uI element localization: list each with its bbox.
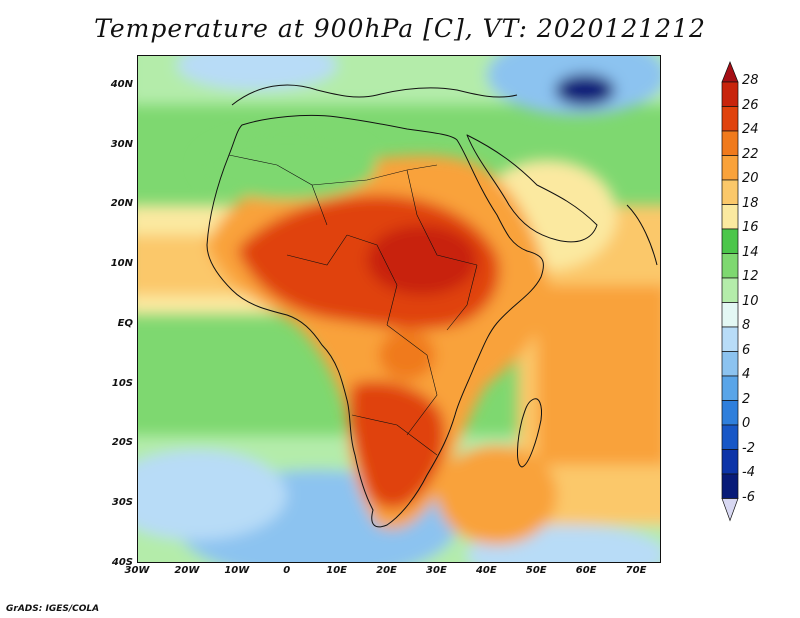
colorbar-swatch [721, 449, 739, 475]
arabian-peninsula-coastline [466, 134, 598, 243]
lat-tick-label: 10S [111, 377, 133, 389]
madagascar-coastline [517, 398, 542, 468]
colorbar-tick-label: 2 [742, 391, 751, 407]
colorbar-tick-label: 10 [742, 293, 759, 309]
lon-tick-label: 0 [283, 565, 291, 576]
central-africa-border [346, 234, 398, 326]
southern-africa-hot-core [350, 381, 446, 509]
lon-tick-label: 60E [575, 565, 597, 576]
lat-tick-label: 20S [111, 437, 133, 449]
colorbar-tick-label: 16 [742, 220, 759, 235]
coastlines [206, 84, 658, 528]
lat-tick-label: 40S [111, 557, 133, 568]
colorbar-swatch [721, 179, 739, 205]
lon-tick-label: 30W [124, 565, 150, 576]
africa-coastline [206, 114, 544, 528]
colorbar-tick-label: 20 [742, 171, 759, 186]
colorbar-swatch [721, 228, 739, 254]
central-asia-cold-core [555, 74, 615, 106]
map-title: Temperature at 900hPa [C], VT: 202012121… [94, 14, 706, 43]
lon-tick-label: 20W [174, 565, 200, 576]
lon-tick-label: 20E [376, 565, 397, 576]
colorbar-tick-label: 8 [742, 318, 751, 333]
country-borders [228, 154, 478, 456]
colorbar-tick-label: 14 [742, 244, 759, 260]
colorbar-tick-label: 0 [742, 416, 751, 431]
lat-tick-label: 30N [110, 138, 133, 150]
colorbar-tick-label: 4 [742, 367, 751, 382]
colorbar-swatch [721, 253, 739, 279]
southern-africa-border [386, 324, 438, 436]
colorbar-swatch [721, 375, 739, 401]
north-africa-border [311, 164, 438, 186]
colorbar [721, 61, 739, 522]
colorbar-swatch [721, 277, 739, 303]
colorbar-swatch [721, 81, 739, 107]
colorbar-swatch [721, 155, 739, 181]
colorbar-top-arrow [721, 61, 739, 83]
colorbar-tick-label: -2 [742, 440, 755, 456]
lat-tick-label: 30S [111, 497, 133, 509]
map-border [137, 55, 661, 563]
east-africa-border [406, 169, 478, 266]
map-panel [137, 55, 661, 563]
colorbar-bottom-arrow [721, 498, 739, 522]
europe-coastline [231, 84, 518, 106]
colorbar-tick-label: 24 [742, 122, 759, 137]
colorbar-tick-label: 6 [742, 342, 751, 358]
colorbar-tick-label: 18 [742, 195, 759, 211]
grads-credit: GrADS: IGES/COLA [6, 604, 100, 614]
colorbar-swatch [721, 400, 739, 426]
sahel-hot-core [367, 225, 477, 295]
mozambique-channel-warm-pool [437, 445, 557, 545]
lon-tick-label: 70E [625, 565, 647, 576]
east-african-highlands-cooler-area [479, 305, 515, 345]
colorbar-tick-label: -6 [742, 489, 755, 505]
sahara-cooler-area [197, 130, 377, 200]
europe-cool-patch [177, 55, 337, 90]
colorbar-tick-label: 26 [742, 97, 759, 113]
lon-tick-label: 30E [426, 565, 447, 576]
lat-tick-label: 20N [110, 198, 133, 210]
colorbar-swatch [721, 424, 739, 450]
colorbar-tick-label: 28 [742, 73, 759, 88]
lon-tick-label: 10W [224, 565, 250, 576]
colorbar-swatch [721, 106, 739, 132]
colorbar-swatch [721, 302, 739, 328]
lat-tick-label: EQ [117, 317, 133, 329]
colorbar-tick-label: 22 [742, 146, 759, 162]
lat-tick-label: 10N [110, 258, 133, 270]
colorbar-tick-label: -4 [742, 465, 755, 480]
west-africa-border [228, 154, 328, 226]
indian-ocean-warm-core [537, 285, 661, 465]
southwest-africa-border [351, 414, 438, 456]
india-coastline [626, 204, 658, 266]
sahel-border [286, 234, 348, 266]
colorbar-swatch [721, 204, 739, 230]
lon-tick-label: 40E [475, 565, 497, 576]
lon-tick-label: 10E [326, 565, 347, 576]
colorbar-swatch [721, 326, 739, 352]
colorbar-swatch [721, 130, 739, 156]
south-atlantic-cool-pool [137, 450, 287, 540]
lat-tick-label: 40N [110, 78, 133, 90]
congo-basin-cooler-area [379, 330, 435, 380]
horn-of-africa-border [446, 264, 478, 331]
colorbar-tick-label: 12 [742, 269, 759, 284]
lon-tick-label: 50E [525, 565, 547, 576]
colorbar-swatch [721, 473, 739, 499]
colorbar-swatch [721, 351, 739, 377]
